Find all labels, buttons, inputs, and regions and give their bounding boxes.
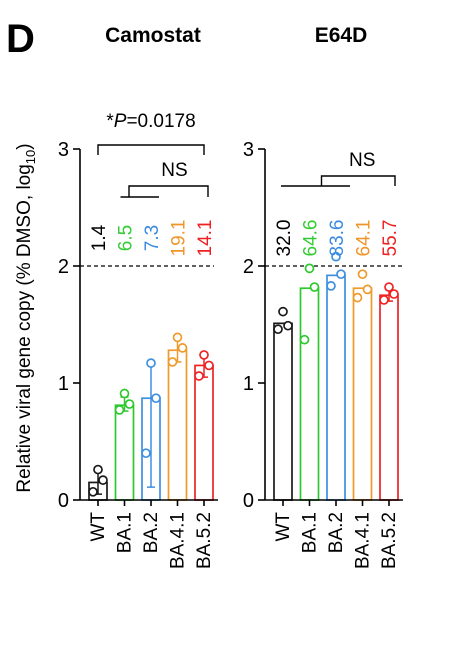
data-label: 64.6 <box>301 220 322 257</box>
data-point <box>199 350 209 360</box>
x-tick-label: BA.5.2 <box>194 512 215 569</box>
y-tick-label: 2 <box>58 256 69 278</box>
data-label: 55.7 <box>380 220 401 257</box>
data-point <box>331 251 341 262</box>
chart-e64d: 0 1 2 3 WT 32.0 BA.1 64.6 BA.2 83.6 BA.4.1 64.1 BA.5… <box>243 139 403 569</box>
data-point <box>326 281 336 291</box>
x-tick-label: WT <box>88 512 109 542</box>
y-tick-label: 1 <box>58 373 69 395</box>
data-point <box>194 371 204 381</box>
x-tick-label: BA.2 <box>326 512 347 553</box>
data-point <box>141 448 151 459</box>
data-point <box>362 284 373 295</box>
sig-text: =0.0178 <box>126 111 195 132</box>
data-point <box>273 324 283 335</box>
data-point <box>309 282 320 292</box>
data-point <box>177 343 188 353</box>
data-point <box>283 320 293 331</box>
data-label: 32.0 <box>274 220 295 257</box>
data-point <box>151 393 161 404</box>
data-label: 19.1 <box>169 220 190 257</box>
data-point <box>146 358 156 368</box>
data-point <box>204 360 214 371</box>
data-point <box>357 269 368 280</box>
y-tick-label: 0 <box>58 490 69 512</box>
bar <box>352 287 373 501</box>
y-tick-label: 2 <box>243 256 254 278</box>
data-label: 83.6 <box>327 220 348 257</box>
bar <box>273 322 293 501</box>
data-label: 7.3 <box>142 225 163 251</box>
data-point <box>299 334 310 345</box>
data-point <box>124 399 135 409</box>
data-point <box>379 295 389 305</box>
bar <box>194 364 214 501</box>
chart-camostat: 0 1 2 3 WT 1.4 BA.1 6.5 BA.2 7.3 BA.4.1 19.1 BA.5.2 1… <box>58 111 218 569</box>
data-point <box>167 357 178 367</box>
x-tick-label: BA.2 <box>141 512 162 553</box>
bar <box>326 274 346 501</box>
x-tick-label: BA.1 <box>300 512 321 553</box>
y-axis-label-subscript: 10 <box>23 150 38 164</box>
y-tick-label: 1 <box>243 373 254 395</box>
panel-label: D <box>6 17 35 61</box>
data-label: 1.4 <box>89 224 110 251</box>
x-tick-label: BA.1 <box>115 512 136 553</box>
data-label: 64.1 <box>354 220 375 257</box>
data-point <box>389 289 399 299</box>
chart-title-e64d: E64D <box>315 24 368 47</box>
significance-bracket <box>97 144 205 155</box>
significance-label: *P=0.0178 <box>106 111 195 132</box>
bar <box>167 349 188 501</box>
significance-bracket <box>128 185 209 197</box>
y-axis-label: Relative viral gene copy (% DMSO, log10) <box>14 143 38 492</box>
data-point <box>93 464 103 475</box>
data-point <box>336 269 346 280</box>
bar <box>299 287 320 501</box>
data-point <box>88 486 98 497</box>
data-point <box>172 332 183 343</box>
data-point <box>304 263 315 274</box>
data-point <box>352 292 363 303</box>
sig-text: * <box>106 111 114 132</box>
significance-label: NS <box>161 160 187 181</box>
data-point <box>119 388 130 399</box>
data-label: 14.1 <box>195 220 216 257</box>
x-tick-label: WT <box>273 512 294 542</box>
significance-label: NS <box>349 150 375 171</box>
data-point <box>114 405 125 415</box>
x-tick-label: BA.5.2 <box>379 512 400 569</box>
chart-title-camostat: Camostat <box>105 24 201 47</box>
x-tick-label: BA.4.1 <box>168 512 189 569</box>
data-point <box>384 282 394 292</box>
y-tick-label: 3 <box>243 139 254 161</box>
x-tick-label: BA.4.1 <box>353 512 374 569</box>
significance-bracket <box>320 175 396 186</box>
y-tick-label: 0 <box>243 490 254 512</box>
bar <box>379 294 399 501</box>
sig-text-italic: P <box>114 111 127 132</box>
y-axis-label-close: ) <box>14 143 35 149</box>
data-label: 6.5 <box>116 225 137 251</box>
y-tick-label: 3 <box>58 139 69 161</box>
data-point <box>278 306 288 317</box>
y-axis-label-text: Relative viral gene copy (% DMSO, log <box>14 164 35 492</box>
bar <box>114 404 135 501</box>
data-point <box>98 475 108 485</box>
